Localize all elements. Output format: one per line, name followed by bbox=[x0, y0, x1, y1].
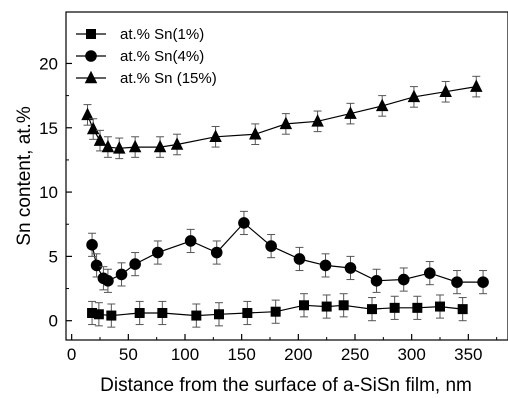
data-point bbox=[344, 106, 357, 119]
data-point bbox=[439, 84, 452, 97]
data-point bbox=[424, 267, 436, 279]
data-point bbox=[249, 126, 262, 140]
data-point bbox=[152, 246, 164, 259]
data-point bbox=[113, 141, 126, 154]
data-point bbox=[457, 304, 468, 315]
plot-frame bbox=[65, 11, 508, 341]
data-point bbox=[397, 273, 410, 286]
data-point bbox=[370, 275, 383, 287]
legend-entry-3: at.% Sn (15%) bbox=[76, 70, 217, 87]
data-point bbox=[344, 262, 357, 274]
data-point bbox=[451, 276, 463, 288]
data-point bbox=[86, 239, 98, 251]
legend: at.% Sn(1%) at.% Sn(4%) at.% Sn (15%) bbox=[76, 26, 217, 87]
data-point bbox=[115, 268, 128, 281]
y-axis: 0 5 10 15 20 bbox=[39, 54, 72, 331]
legend-label: at.% Sn (15%) bbox=[120, 70, 217, 87]
data-point bbox=[299, 300, 309, 311]
legend-marker bbox=[84, 70, 98, 84]
data-point bbox=[153, 139, 167, 153]
legend-entry-2: at.% Sn(4%) bbox=[76, 48, 204, 65]
series-line bbox=[86, 86, 477, 149]
y-tick-label: 5 bbox=[49, 247, 58, 266]
data-point bbox=[210, 246, 223, 259]
data-point bbox=[311, 114, 324, 127]
data-point bbox=[93, 133, 107, 146]
data-point bbox=[338, 300, 349, 311]
data-point bbox=[101, 139, 115, 153]
y-tick-label: 10 bbox=[39, 183, 58, 202]
y-tick-label: 20 bbox=[39, 54, 58, 73]
series-2 bbox=[86, 210, 489, 295]
x-tick-label: 200 bbox=[284, 345, 312, 364]
data-point bbox=[279, 116, 293, 130]
data-point bbox=[319, 259, 332, 272]
x-tick-label: 250 bbox=[341, 345, 369, 364]
series-layer bbox=[81, 75, 489, 328]
data-point bbox=[470, 79, 483, 92]
x-tick-label: 100 bbox=[171, 345, 199, 364]
legend-entry-1: at.% Sn(1%) bbox=[76, 26, 204, 43]
data-point bbox=[265, 240, 277, 252]
x-tick-label: 50 bbox=[119, 345, 138, 364]
data-point bbox=[238, 217, 250, 229]
data-point bbox=[214, 309, 224, 320]
data-point bbox=[93, 309, 104, 320]
y-tick-label: 0 bbox=[49, 312, 58, 331]
legend-label: at.% Sn(4%) bbox=[120, 48, 204, 65]
series-1 bbox=[87, 293, 468, 328]
legend-label: at.% Sn(1%) bbox=[120, 26, 204, 43]
data-point bbox=[81, 107, 94, 121]
data-point bbox=[157, 307, 168, 318]
y-axis-label: Sn content, at.% bbox=[14, 106, 35, 246]
data-point bbox=[242, 307, 253, 318]
data-point bbox=[321, 301, 332, 312]
data-point bbox=[389, 302, 400, 313]
data-point bbox=[209, 129, 222, 143]
series-3 bbox=[81, 75, 483, 160]
data-point bbox=[170, 137, 184, 150]
data-point bbox=[407, 89, 421, 103]
data-point bbox=[134, 307, 145, 318]
x-axis-label: Distance from the surface of a-SiSn film… bbox=[100, 375, 472, 396]
data-point bbox=[412, 302, 423, 313]
x-axis: 0 50 100 150 200 250 300 350 bbox=[67, 334, 498, 364]
x-tick-label: 0 bbox=[67, 345, 76, 364]
x-tick-label: 300 bbox=[397, 345, 425, 364]
data-point bbox=[191, 310, 202, 321]
data-point bbox=[86, 121, 100, 135]
data-point bbox=[270, 306, 281, 317]
data-point bbox=[293, 253, 306, 265]
data-point bbox=[106, 310, 117, 321]
data-point bbox=[375, 98, 389, 112]
x-tick-label: 150 bbox=[227, 345, 255, 364]
data-point bbox=[102, 275, 114, 287]
data-point bbox=[184, 235, 197, 247]
data-point bbox=[87, 307, 98, 318]
data-point bbox=[477, 276, 489, 288]
legend-marker bbox=[85, 50, 97, 62]
data-point bbox=[129, 258, 141, 270]
x-tick-label: 350 bbox=[454, 345, 482, 364]
data-point bbox=[367, 304, 377, 315]
data-point bbox=[128, 139, 142, 153]
legend-marker bbox=[86, 29, 96, 39]
data-point bbox=[435, 301, 445, 312]
data-point bbox=[90, 259, 103, 272]
y-tick-label: 15 bbox=[39, 119, 58, 138]
